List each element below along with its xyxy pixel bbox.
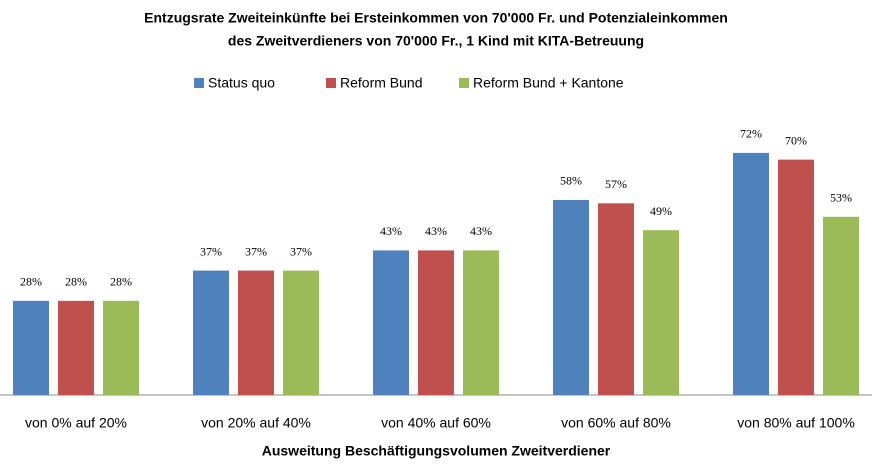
bar <box>733 152 769 395</box>
data-label: 28% <box>20 275 42 289</box>
bar <box>13 300 49 395</box>
bar <box>373 250 409 395</box>
bar <box>553 199 589 395</box>
x-tick-label: von 40% auf 60% <box>381 415 491 431</box>
data-label: 37% <box>290 244 312 258</box>
data-label: 70% <box>785 133 807 147</box>
data-label: 43% <box>470 224 492 238</box>
chart-title: des Zweitverdieners von 70'000 Fr., 1 Ki… <box>228 33 644 49</box>
data-label: 28% <box>65 275 87 289</box>
x-axis-label: Ausweitung Beschäftigungsvolumen Zweitve… <box>262 443 611 459</box>
bar <box>193 270 229 395</box>
data-label: 57% <box>605 177 627 191</box>
bar <box>58 300 94 395</box>
data-label: 53% <box>830 191 852 205</box>
legend-label: Reform Bund <box>340 75 422 91</box>
bar <box>778 159 814 395</box>
data-label: 58% <box>560 174 582 188</box>
data-label: 43% <box>380 224 402 238</box>
data-label: 28% <box>110 275 132 289</box>
data-label: 37% <box>245 244 267 258</box>
x-tick-label: von 80% auf 100% <box>737 415 855 431</box>
bar <box>643 230 679 395</box>
bar <box>103 300 139 395</box>
bar <box>463 250 499 395</box>
data-label: 49% <box>650 204 672 218</box>
bar <box>418 250 454 395</box>
legend-swatch <box>194 78 204 88</box>
bar <box>598 203 634 395</box>
legend-swatch <box>459 78 469 88</box>
x-tick-label: von 60% auf 80% <box>561 415 671 431</box>
legend-label: Status quo <box>208 75 275 91</box>
x-tick-label: von 20% auf 40% <box>201 415 311 431</box>
bar <box>283 270 319 395</box>
bar <box>238 270 274 395</box>
data-label: 72% <box>740 127 762 141</box>
legend-label: Reform Bund + Kantone <box>473 75 624 91</box>
bar <box>823 216 859 395</box>
data-label: 37% <box>200 244 222 258</box>
data-label: 43% <box>425 224 447 238</box>
legend-swatch <box>326 78 336 88</box>
chart-title: Entzugsrate Zweiteinkünfte bei Ersteinko… <box>144 10 728 26</box>
x-tick-label: von 0% auf 20% <box>25 415 127 431</box>
